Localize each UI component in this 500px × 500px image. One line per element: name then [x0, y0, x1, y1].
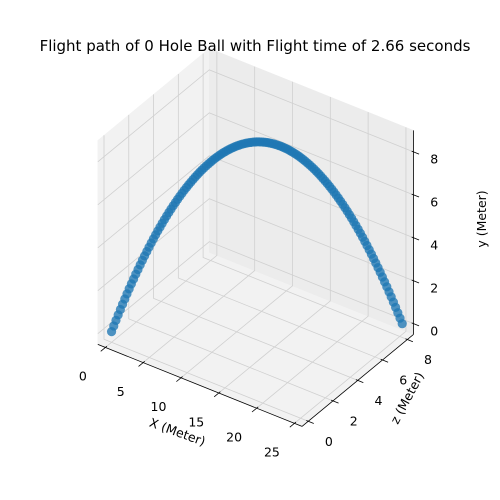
z-tick: [330, 399, 339, 404]
gridline-x: [294, 127, 407, 424]
y-tick: [411, 322, 420, 327]
x-tick-label: 15: [188, 414, 204, 429]
y-tick: [411, 150, 420, 155]
z-tick: [380, 358, 389, 363]
gridline-y: [97, 69, 414, 163]
gridline-x: [142, 66, 256, 363]
gridline-y: [97, 112, 414, 206]
y-tick-label: 0: [430, 323, 438, 338]
gridline-z: [103, 135, 309, 422]
x-tick-label: 20: [226, 430, 242, 445]
x-tick: [251, 406, 259, 413]
z-tick: [355, 379, 364, 384]
gridline-z: [128, 114, 334, 402]
gridline-x: [105, 51, 218, 348]
z-tick-label: 6: [399, 373, 407, 388]
y-tick-label: 8: [430, 152, 438, 167]
x-tick: [213, 391, 221, 398]
x-tick: [138, 361, 145, 367]
z-tick-label: 0: [325, 434, 333, 449]
tick-marks: 0 5 10 15 20 25 0 2 4 6 8 0 2 4 6 8: [79, 150, 438, 460]
y-tick: [411, 193, 420, 198]
gridline-y: [97, 198, 414, 292]
z-tick: [405, 338, 414, 343]
x-tick-label: 5: [117, 384, 125, 399]
z-tick-label: 4: [375, 393, 383, 408]
gridline-x: [218, 96, 331, 394]
y-tick: [411, 279, 420, 284]
gridline-x: [256, 112, 369, 409]
trajectory-series: [106, 137, 407, 337]
y-axis-label: y (Meter): [474, 190, 489, 247]
x-tick: [176, 376, 183, 382]
chart-title: Flight path of 0 Hole Ball with Flight t…: [40, 37, 471, 55]
z-tick: [306, 420, 314, 424]
y-tick-label: 4: [430, 238, 438, 253]
z-tick-label: 2: [350, 414, 358, 429]
y-tick-label: 2: [430, 280, 438, 295]
trajectory-point: [397, 319, 407, 329]
gridline-z: [177, 73, 383, 361]
y-tick: [411, 236, 420, 241]
x-tick: [289, 421, 297, 428]
gridline-z: [153, 94, 358, 381]
gridline-z: [202, 53, 408, 340]
x-axis-line: [97, 344, 303, 427]
z-tick-label: 8: [424, 352, 432, 367]
x-tick-label: 0: [79, 369, 87, 384]
gridline-y: [97, 241, 414, 334]
y-tick-label: 6: [430, 195, 438, 210]
x-tick-label: 10: [151, 399, 167, 414]
x-tick: [100, 345, 108, 352]
x-tick-label: 25: [264, 445, 280, 460]
